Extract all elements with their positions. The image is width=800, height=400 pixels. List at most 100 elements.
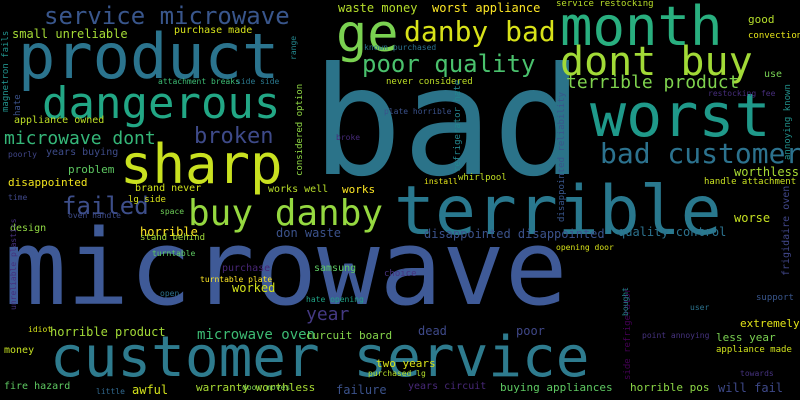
word-plate-horrible: plate horrible: [384, 107, 452, 116]
word-dangerous: dangerous: [42, 78, 281, 129]
word-product: product: [18, 20, 280, 93]
word-failed: failed: [62, 192, 149, 220]
word-fail: fail: [487, 206, 496, 226]
word-worked: worked: [232, 281, 276, 295]
word-disappointed-disappointed: disappointed disappointed: [424, 227, 605, 241]
word-bad: bad: [312, 36, 583, 210]
word-appliance-made: appliance made: [716, 345, 792, 355]
word-fire-hazard: fire hazard: [4, 381, 71, 392]
word-annoying-known: annoying known: [783, 84, 793, 160]
word-sharp: sharp: [120, 133, 283, 196]
word-two-years: two years: [376, 357, 436, 370]
word-known-purchased: known purchased: [364, 43, 437, 52]
word-horrible: horrible: [140, 225, 198, 239]
word-whirlpool: whirlpool: [458, 173, 507, 183]
word-less-year: less year: [716, 331, 776, 344]
word-attachment-breaks: attachment breaks: [158, 77, 240, 86]
word-dont-buy: dont buy: [560, 39, 753, 85]
word-choice: choice: [384, 269, 417, 279]
word-bought: bought: [621, 287, 630, 316]
word-microwave-oven: microwave oven: [197, 327, 316, 343]
word-handle-attachment: handle attachment: [704, 177, 797, 187]
word-small-unreliable: small unreliable: [12, 27, 128, 41]
word-works-well: works well: [268, 184, 329, 195]
word-waste-money: waste money: [338, 1, 418, 15]
word-hate: hate: [13, 94, 23, 116]
word-open: open: [160, 289, 180, 298]
word-disappointed: disappointed: [8, 176, 88, 189]
word-worst: worst: [590, 81, 771, 151]
word-opening-door: opening door: [556, 243, 614, 252]
word-worst-appliance: worst appliance: [432, 1, 541, 15]
word-never-considered: never considered: [386, 77, 473, 87]
word-curcuit-board: curcuit board: [306, 329, 393, 342]
word-horrible-pos: horrible pos: [630, 381, 710, 394]
word-poor-quality: poor quality: [362, 50, 536, 78]
word-year: year: [306, 304, 350, 325]
word-warranty-worthless: warranty worthless: [196, 381, 316, 394]
word-unreliable-plastics: unreliable plastics: [9, 218, 18, 310]
word-dead: dead: [418, 324, 447, 338]
word-microwave-dont: microwave dont: [4, 128, 156, 149]
word-considered-option: considered option: [295, 83, 305, 176]
word-month: month: [560, 0, 723, 58]
word-space: space: [160, 207, 185, 216]
word-stand-behind: stand behind: [140, 233, 206, 243]
word-extremely: extremely: [740, 317, 800, 330]
word-range: range: [289, 35, 298, 60]
word-support: support: [756, 293, 794, 303]
word-samsung: samsung: [314, 263, 357, 274]
word-purchase: purchase: [222, 263, 271, 274]
word-broken: broken: [194, 124, 274, 149]
word-broke: broke: [336, 133, 361, 142]
word-good: good: [748, 13, 775, 26]
word-side-side: side side: [236, 77, 280, 86]
word-little: little: [96, 387, 125, 396]
word-refrigerator-hate: refrigerator hate: [453, 79, 463, 172]
word-buying-appliances: buying appliances: [500, 381, 613, 394]
word-time: time: [8, 193, 28, 202]
word-money: money: [4, 345, 35, 356]
word-quality-control: quality control: [618, 225, 727, 239]
word-service-microwave: service microwave: [44, 2, 290, 30]
word-convection: convection: [748, 31, 800, 41]
word-problem: problem: [68, 163, 115, 176]
word-appliance-owned: appliance owned: [14, 115, 105, 126]
word-customer-service: customer service: [50, 325, 590, 390]
word-magnetron-fails: magnetron fails: [1, 30, 11, 112]
word-works: works: [342, 183, 376, 196]
word-point-annoying: point annoying: [642, 331, 710, 340]
word-turntable: turntable: [152, 249, 196, 258]
word-brand-never: brand never: [135, 183, 202, 194]
word-ge: ge: [336, 4, 399, 64]
word-service-restocking: service restocking: [556, 0, 654, 9]
word-poor: poor: [516, 324, 545, 338]
word-use: use: [764, 69, 783, 80]
word-worse: worse: [734, 211, 771, 225]
word-failure: failure: [336, 383, 387, 397]
word-worthless: worthless: [734, 165, 800, 179]
word-turntable-plate: turntable plate: [200, 275, 273, 284]
word-door-moves: door moves: [242, 383, 291, 392]
word-idiot: idiot: [28, 325, 53, 334]
word-oven-handle: oven handle: [68, 211, 121, 220]
word-horrible-product: horrible product: [50, 325, 166, 339]
word-terrible: terrible: [394, 172, 722, 251]
word-will-fail: will fail: [718, 381, 784, 395]
word-terrible-product: terrible product: [566, 72, 740, 93]
word-purchase-made: purchase made: [174, 25, 253, 36]
word-buy-danby: buy danby: [188, 193, 384, 234]
word-hate-opening: hate opening: [306, 295, 364, 304]
word-purchased-lg: purchased lg: [368, 369, 426, 378]
word-danby-bad: danby bad: [404, 15, 556, 48]
word-lg-side: lg side: [128, 195, 166, 205]
word-awful: awful: [132, 383, 169, 397]
word-frigidaire-oven: frigidaire oven: [781, 185, 792, 276]
word-user: user: [690, 303, 710, 312]
word-disappointed-reliability: disappointed reliability: [557, 91, 567, 222]
word-install: install: [424, 177, 458, 186]
word-restocking-fee: restocking fee: [708, 89, 776, 98]
word-poorly: poorly: [8, 150, 37, 159]
word-years-buying: years buying: [46, 147, 119, 158]
